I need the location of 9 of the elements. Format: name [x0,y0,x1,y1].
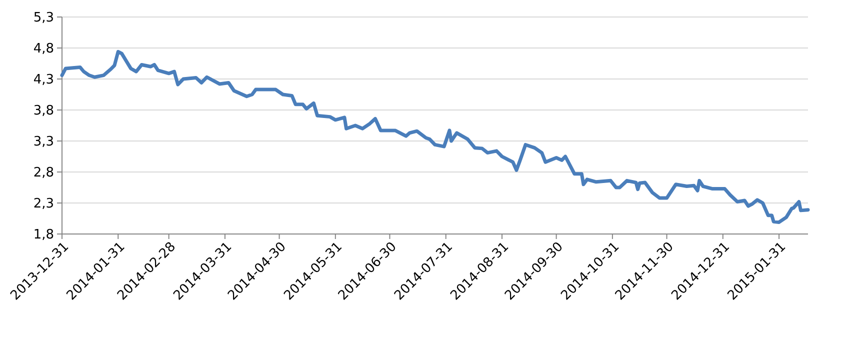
line-series [60,50,810,224]
y-tick-label: 2,8 [33,166,54,181]
y-tick-label: 1,8 [33,228,54,243]
y-tick-label: 3,3 [33,134,54,150]
y-tick-label: 4,8 [33,42,54,57]
y-tick-label: 2,3 [33,196,54,212]
y-tick-label: 4,3 [33,72,54,88]
y-tick-label: 5,3 [33,10,54,26]
y-tick-label: 3,8 [33,104,54,119]
